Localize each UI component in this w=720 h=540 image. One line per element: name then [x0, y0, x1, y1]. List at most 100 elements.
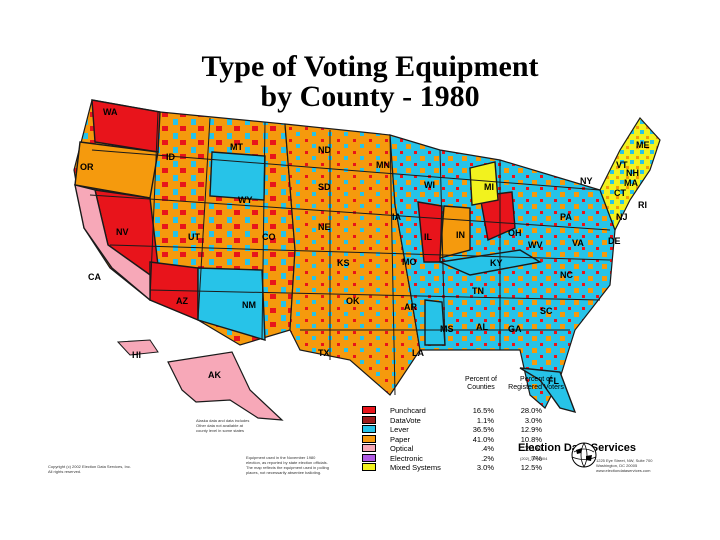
label-nv: NV — [116, 227, 129, 237]
new-england-region — [599, 117, 661, 232]
legend-col1-header: Percent of Counties — [458, 376, 504, 392]
label-nh: NH — [626, 168, 639, 178]
legend-col2-header-line1: Percent of — [520, 376, 552, 383]
label-va: VA — [572, 238, 584, 248]
label-tn: TN — [472, 286, 484, 296]
label-ms: MS — [440, 324, 454, 334]
legend-percent-counties: 3.0% — [476, 463, 494, 472]
label-ar: AR — [404, 302, 417, 312]
label-ma: MA — [624, 178, 638, 188]
map-title: Type of Voting Equipment by County - 198… — [150, 52, 590, 112]
legend-swatch — [362, 444, 376, 452]
state-oh — [479, 191, 516, 242]
label-mt: MT — [230, 142, 243, 152]
legend-col1-header-line1: Percent of — [465, 376, 497, 383]
legend-row: Paper 41.0% 10.8% — [362, 434, 602, 444]
legend-percent-counties: 16.5% — [472, 406, 494, 415]
legend-percent-voters: 28.0% — [520, 406, 542, 415]
label-ky: KY — [490, 258, 503, 268]
label-co: CO — [262, 232, 276, 242]
legend-col1-header-line2: Counties — [467, 384, 495, 391]
globe-icon — [571, 442, 597, 468]
state-fl — [519, 367, 577, 414]
legend-percent-counties: .4% — [481, 444, 494, 453]
legend-percent-voters: 12.9% — [520, 425, 542, 434]
legend-swatch — [362, 434, 376, 443]
legend-percent-voters: 10.8% — [520, 434, 542, 444]
legend-label: DataVote — [390, 415, 421, 425]
label-al: AL — [476, 322, 488, 332]
label-ne: NE — [318, 222, 331, 232]
footnote: Equipment used in the November 1980 elec… — [246, 455, 329, 475]
legend-row: Optical .4% 2.1% — [362, 444, 602, 453]
label-nd: ND — [318, 145, 331, 155]
state-wy — [209, 151, 266, 201]
legend-row: Punchcard 16.5% 28.0% — [362, 406, 602, 415]
state-ms — [424, 299, 446, 346]
label-id: ID — [166, 152, 175, 162]
legend-percent-counties: .2% — [481, 453, 494, 463]
label-fl: FL — [548, 376, 559, 386]
legend-col2-header-line2: Registered Voters — [508, 384, 564, 391]
label-me: ME — [636, 140, 650, 150]
legend-percent-counties: 1.1% — [476, 415, 494, 425]
label-ca: CA — [88, 272, 101, 282]
map-title-line2: by County - 1980 — [260, 80, 480, 113]
label-ri: RI — [638, 200, 647, 210]
brand-address: 1225 Eye Street, NW, Suite 700 Washingto… — [596, 458, 653, 473]
state-borders — [89, 111, 611, 396]
legend-swatch — [362, 463, 376, 471]
conus-base — [73, 99, 661, 409]
legend-percent-counties: 36.5% — [472, 425, 494, 434]
state-mi — [469, 161, 499, 206]
brand-phone: (202) 789-2004 — [520, 456, 548, 461]
label-de: DE — [608, 236, 621, 246]
label-oh: OH — [508, 228, 522, 238]
label-ia: IA — [392, 212, 401, 222]
label-il: IL — [424, 232, 432, 242]
state-ky — [437, 249, 542, 276]
state-nm — [197, 267, 266, 341]
label-wi: WI — [424, 180, 435, 190]
legend-percent-voters: 12.5% — [520, 463, 542, 472]
label-nm: NM — [242, 300, 256, 310]
label-tx: TX — [318, 348, 330, 358]
legend-swatch — [362, 425, 376, 433]
label-mo: MO — [402, 257, 417, 267]
inset-note: Alaska data and data includes Other data… — [196, 418, 250, 433]
label-ga: GA — [508, 324, 522, 334]
legend-label: Mixed Systems — [390, 463, 441, 472]
label-vt: VT — [616, 160, 628, 170]
label-ct: CT — [614, 188, 626, 198]
label-in: IN — [456, 230, 465, 240]
legend-row: Lever 36.5% 12.9% — [362, 425, 602, 434]
legend-row: DataVote 1.1% 3.0% — [362, 415, 602, 425]
label-la: LA — [412, 348, 424, 358]
legend-label: Optical — [390, 444, 414, 453]
label-pa: PA — [560, 212, 572, 222]
label-wa: WA — [103, 107, 118, 117]
legend-label: Lever — [390, 425, 409, 434]
legend-col2-header: Percent of Registered Voters — [506, 376, 566, 392]
label-or: OR — [80, 162, 94, 172]
label-sc: SC — [540, 306, 553, 316]
label-ak: AK — [208, 370, 221, 380]
map-title-line1: Type of Voting Equipment — [201, 50, 539, 83]
legend-row: Electronic .2% .7% — [362, 453, 602, 463]
label-mn: MN — [376, 160, 390, 170]
legend-swatch — [362, 406, 376, 414]
label-ut: UT — [188, 232, 200, 242]
legend-label: Electronic — [390, 453, 423, 463]
legend-row: Mixed Systems 3.0% 12.5% — [362, 463, 602, 472]
legend-percent-voters: .7% — [529, 453, 542, 463]
state-ak — [167, 351, 284, 421]
label-nc: NC — [560, 270, 573, 280]
state-hi — [116, 339, 159, 356]
legend-swatch — [362, 453, 376, 462]
legend-percent-counties: 41.0% — [472, 434, 494, 444]
label-ks: KS — [337, 258, 350, 268]
label-wv: WV — [528, 240, 543, 250]
label-ok: OK — [346, 296, 360, 306]
label-mi: MI — [484, 182, 494, 192]
